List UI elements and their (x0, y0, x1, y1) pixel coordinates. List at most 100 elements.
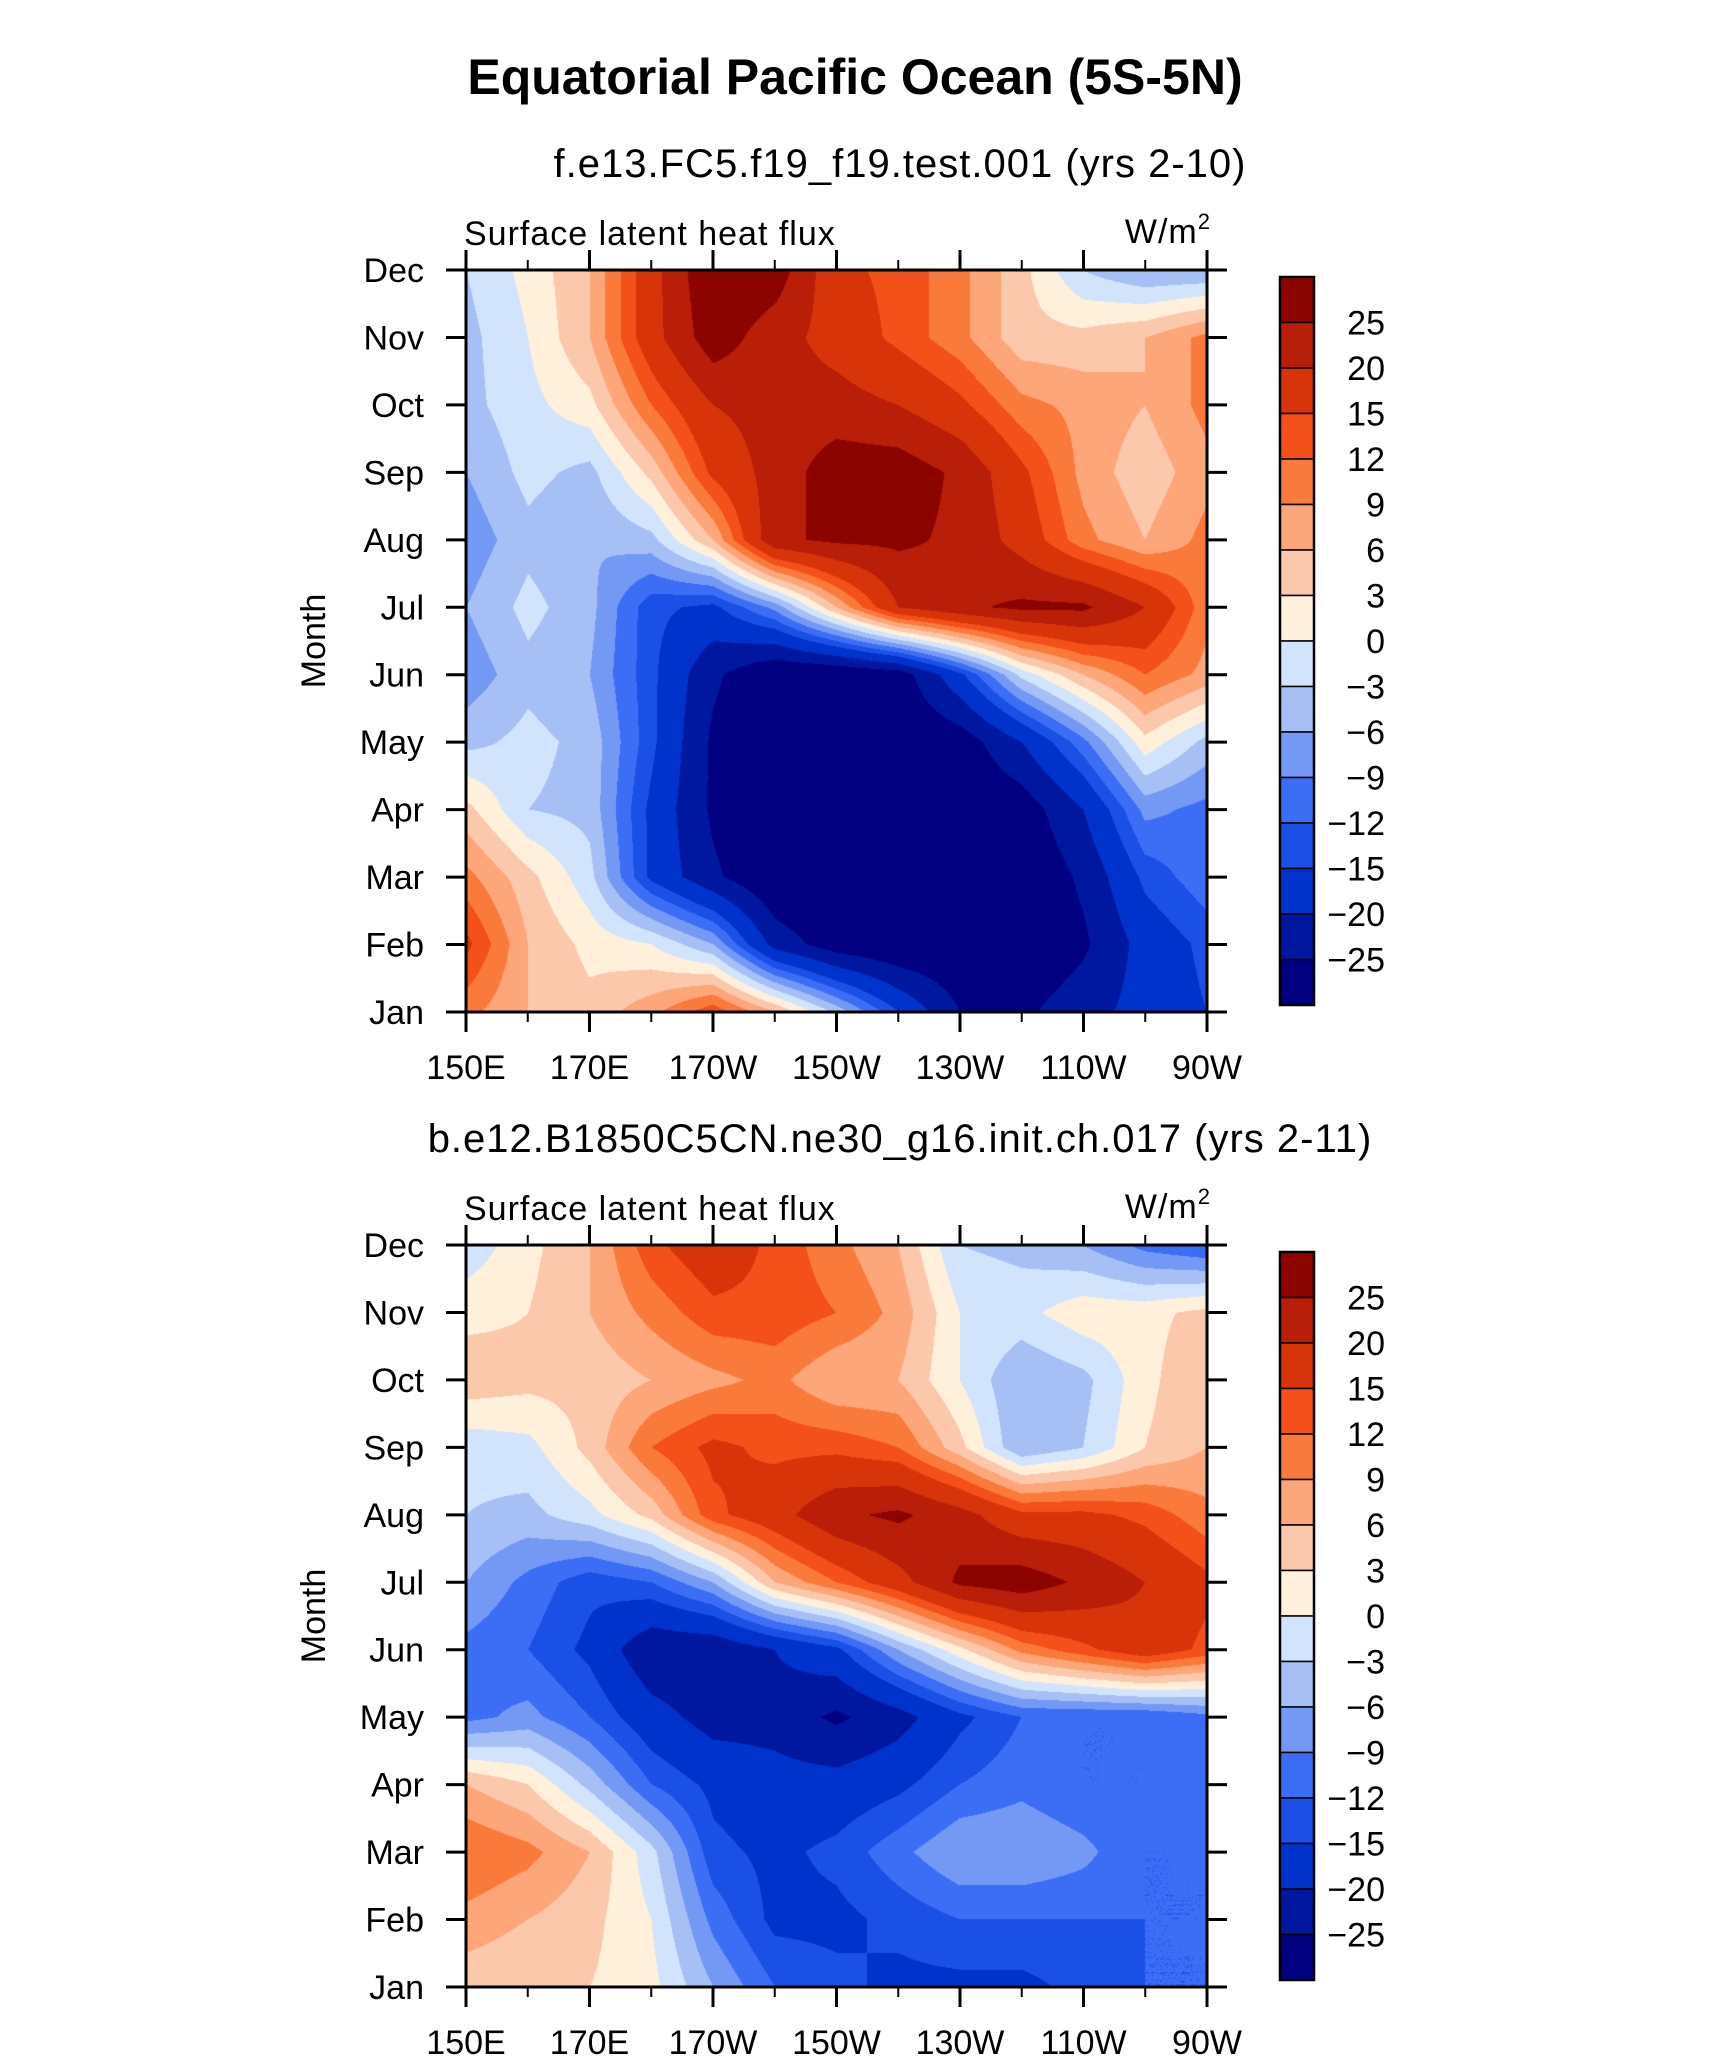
panel-subtitle: f.e13.FC5.f19_f19.test.001 (yrs 2-10) (554, 142, 1247, 186)
colorbar-swatch (1279, 1569, 1315, 1617)
colorbar-swatch (1279, 867, 1315, 915)
colorbar-swatch (1279, 1660, 1315, 1708)
colorbar-swatch (1279, 1478, 1315, 1526)
colorbar-swatch (1279, 1933, 1315, 1981)
colorbar-label: −6 (1346, 1689, 1385, 1727)
colorbar-label: −20 (1327, 896, 1385, 934)
y-tick-label: Aug (364, 522, 425, 560)
colorbar-label: 0 (1366, 1598, 1385, 1636)
colorbar-swatch (1279, 458, 1315, 506)
y-tick-label: Mar (365, 1834, 424, 1872)
colorbar-swatch (1279, 1842, 1315, 1890)
colorbar: 25 20 15 12 9 6 3 0 −3 −6 −9 −12 −15 −20 −25 (1278, 1250, 1385, 1982)
x-tick-label: 150E (426, 1049, 505, 1087)
y-tick-label: Jun (369, 1632, 424, 1670)
x-tick-label: 170E (550, 1049, 629, 1087)
colorbar-frame (1278, 275, 1316, 1007)
y-tick-label: May (360, 1699, 424, 1737)
y-tick-label: Jul (381, 589, 424, 627)
colorbar-swatch (1279, 321, 1315, 369)
y-tick-label: Sep (364, 1429, 425, 1467)
colorbar-label: 15 (1347, 396, 1385, 434)
y-axis-label: Month (295, 1569, 333, 1664)
colorbar-label: 6 (1366, 1507, 1385, 1545)
page-title: Equatorial Pacific Ocean (5S-5N) (467, 49, 1242, 105)
colorbar-swatch (1279, 822, 1315, 870)
units-label: W/m2 (1125, 1184, 1211, 1226)
x-tick-label: 130W (916, 1049, 1005, 1087)
colorbar-label: −12 (1327, 805, 1385, 843)
colorbar-label: 0 (1366, 623, 1385, 661)
colorbar-label: 20 (1347, 350, 1385, 388)
colorbar-label: 15 (1347, 1371, 1385, 1409)
colorbar-label: −3 (1346, 1644, 1385, 1682)
colorbar-swatch (1279, 549, 1315, 597)
y-tick-label: Jun (369, 657, 424, 695)
colorbar-label: 25 (1347, 1280, 1385, 1318)
colorbar-swatch (1279, 1524, 1315, 1572)
colorbar-swatch (1279, 1387, 1315, 1435)
y-tick-label: Nov (364, 319, 424, 357)
x-tick-label: 170W (669, 2024, 758, 2062)
colorbar-label: 20 (1347, 1325, 1385, 1363)
colorbar-frame (1278, 1250, 1316, 1982)
colorbar-label: −12 (1327, 1780, 1385, 1818)
x-tick-label: 110W (1040, 1049, 1126, 1087)
colorbar-swatch (1279, 731, 1315, 779)
colorbar: 25 20 15 12 9 6 3 0 −3 −6 −9 −12 −15 −20 −25 (1278, 275, 1385, 1007)
colorbar-swatch (1279, 1615, 1315, 1663)
y-tick-label: Dec (364, 252, 424, 290)
y-tick-label: Dec (364, 1227, 424, 1265)
colorbar-label: 12 (1347, 1416, 1385, 1454)
panel-1: f.e13.FC5.f19_f19.test.001 (yrs 2-10) Sur… (295, 142, 1385, 1087)
y-tick-label: Sep (364, 454, 425, 492)
colorbar-swatch (1279, 594, 1315, 642)
x-tick-label: 150E (426, 2024, 505, 2062)
colorbar-label: −25 (1327, 1917, 1385, 1955)
x-tick-label: 170E (550, 2024, 629, 2062)
colorbar-swatch (1279, 1797, 1315, 1845)
colorbar-label: 3 (1366, 1553, 1385, 1591)
y-tick-label: Feb (365, 1902, 424, 1940)
heatmap-field (466, 1245, 1207, 1987)
colorbar-label: −20 (1327, 1871, 1385, 1909)
variable-label: Surface latent heat flux (464, 215, 836, 253)
x-tick-label: 90W (1172, 2024, 1242, 2062)
panels: f.e13.FC5.f19_f19.test.001 (yrs 2-10) Sur… (295, 142, 1385, 2062)
x-tick-label: 150W (792, 1049, 881, 1087)
colorbar-swatch (1279, 1751, 1315, 1799)
y-tick-label: Oct (371, 387, 424, 425)
y-tick-label: Nov (364, 1294, 424, 1332)
x-tick-label: 110W (1040, 2024, 1126, 2062)
colorbar-swatch (1279, 640, 1315, 688)
colorbar-label: 9 (1366, 487, 1385, 525)
colorbar-label: −6 (1346, 714, 1385, 752)
x-tick-label: 170W (669, 1049, 758, 1087)
colorbar-swatch (1279, 913, 1315, 961)
variable-label: Surface latent heat flux (464, 1190, 836, 1228)
colorbar-swatch (1279, 276, 1315, 324)
colorbar-label: 9 (1366, 1462, 1385, 1500)
colorbar-swatch (1279, 1433, 1315, 1481)
colorbar-label: −25 (1327, 942, 1385, 980)
colorbar-label: −15 (1327, 851, 1385, 889)
colorbar-label: −3 (1346, 669, 1385, 707)
colorbar-label: −9 (1346, 1735, 1385, 1773)
y-tick-label: Mar (365, 859, 424, 897)
colorbar-label: 25 (1347, 305, 1385, 343)
units-label: W/m2 (1125, 209, 1211, 251)
y-tick-label: May (360, 724, 424, 762)
x-tick-label: 130W (916, 2024, 1005, 2062)
y-tick-label: Jan (369, 1969, 424, 2007)
colorbar-swatch (1279, 1342, 1315, 1390)
heatmap-field (466, 270, 1207, 1012)
colorbar-swatch (1279, 412, 1315, 460)
y-tick-label: Apr (371, 1767, 424, 1805)
colorbar-label: −9 (1346, 760, 1385, 798)
colorbar-swatch (1279, 1296, 1315, 1344)
colorbar-label: 6 (1366, 532, 1385, 570)
colorbar-swatch (1279, 1888, 1315, 1936)
y-tick-label: Feb (365, 927, 424, 965)
panel-subtitle: b.e12.B1850C5CN.ne30_g16.init.ch.017 (yr… (428, 1117, 1373, 1161)
